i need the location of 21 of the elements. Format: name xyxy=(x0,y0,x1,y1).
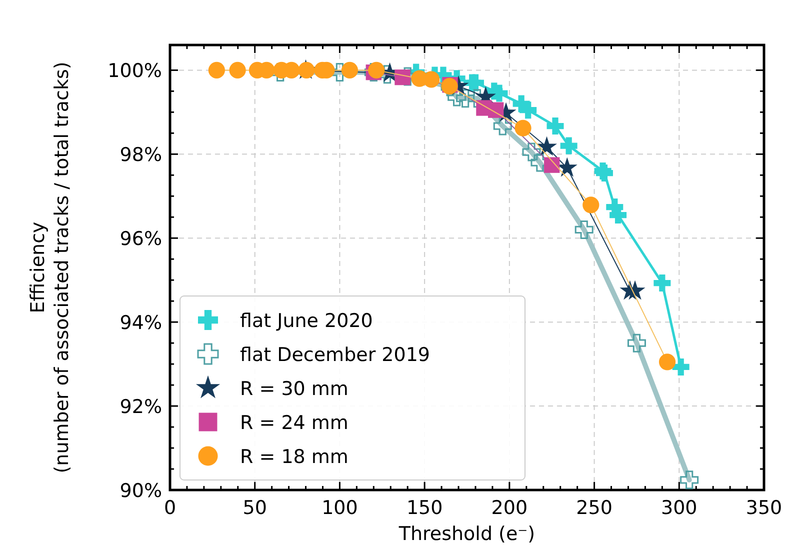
x-tick-label: 150 xyxy=(406,497,443,519)
y-tick-label: 94% xyxy=(120,312,162,334)
x-tick-label: 100 xyxy=(322,497,358,519)
legend-label: R = 30 mm xyxy=(240,378,348,400)
legend-label: flat December 2019 xyxy=(240,344,430,366)
x-tick-label: 0 xyxy=(164,497,176,519)
x-tick-label: 50 xyxy=(242,497,267,519)
legend-label: flat June 2020 xyxy=(240,310,373,332)
x-tick-label: 350 xyxy=(746,497,782,519)
y-tick-label: 96% xyxy=(120,228,162,250)
y-tick-label: 90% xyxy=(120,480,162,502)
x-tick-label: 250 xyxy=(576,497,612,519)
y-tick-label: 100% xyxy=(108,60,162,82)
legend-label: R = 24 mm xyxy=(240,412,348,434)
x-axis-title: Threshold (e⁻) xyxy=(398,523,536,545)
x-tick-label: 300 xyxy=(661,497,698,519)
y-axis-title: Efficiency (number of associated tracks / total tracks) xyxy=(27,62,73,474)
y-tick-label: 98% xyxy=(120,144,162,166)
y-tick-label: 92% xyxy=(120,396,162,418)
x-tick-label: 200 xyxy=(491,497,528,519)
legend-label: R = 18 mm xyxy=(240,446,348,468)
